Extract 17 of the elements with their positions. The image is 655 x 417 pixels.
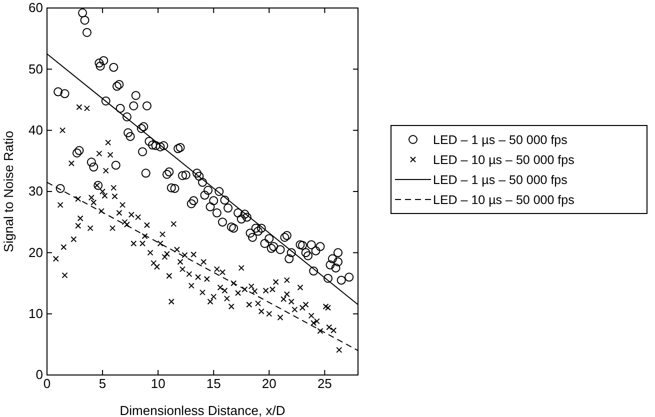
x-tick-label: 10: [150, 376, 166, 392]
legend-label: LED – 10 µs – 50 000 fps: [433, 192, 574, 207]
legend-label: LED – 1 µs – 50 000 fps: [433, 172, 568, 187]
y-tick-label: 20: [28, 244, 43, 260]
legend-label: LED – 10 µs – 50 000 fps: [433, 152, 574, 167]
y-tick-label: 10: [28, 306, 43, 321]
y-tick-label: 50: [28, 61, 43, 76]
y-tick-label: 60: [28, 0, 43, 16]
y-tick-label: 40: [28, 122, 43, 138]
x-tick-label: 20: [262, 376, 276, 392]
x-axis-title: Dimensionless Distance, x/D: [120, 403, 286, 417]
legend-label: LED – 1 µs – 50 000 fps: [433, 132, 568, 147]
x-tick-label: 5: [98, 376, 106, 392]
x-tick-label: 25: [317, 376, 332, 392]
y-tick-label: 30: [28, 184, 43, 199]
y-axis-title: Signal to Noise Ratio: [1, 130, 16, 252]
x-tick-label: 15: [206, 376, 221, 392]
